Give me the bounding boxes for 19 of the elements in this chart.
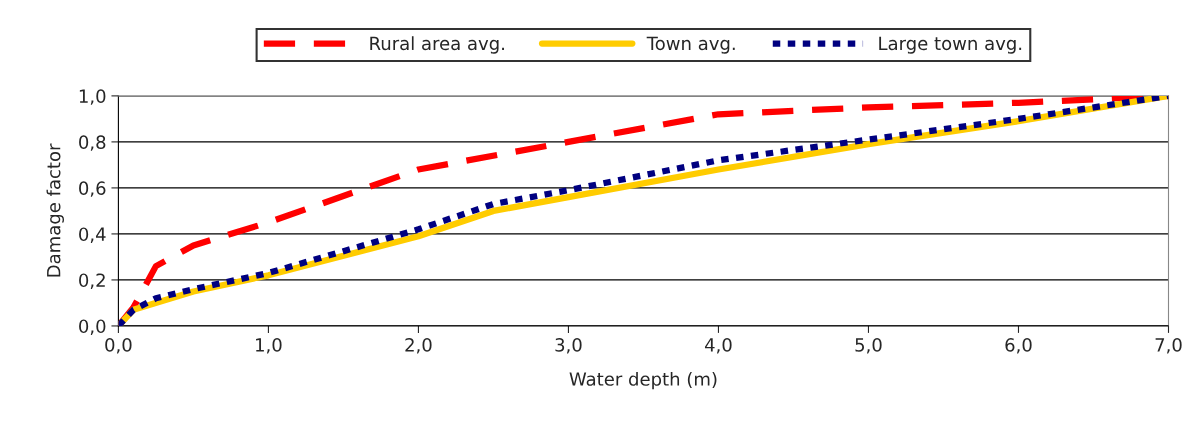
y-tick-label: 0,8 — [79, 135, 106, 151]
legend-label: Large town avg. — [879, 36, 1022, 54]
x-tick-label: 5,0 — [855, 338, 882, 354]
y-tick-label: 1,0 — [79, 89, 106, 105]
x-tick-label: 3,0 — [555, 338, 582, 354]
x-tick-label: 2,0 — [405, 338, 432, 354]
x-tick-label: 0,0 — [105, 338, 132, 354]
legend-label: Town avg. — [646, 36, 735, 54]
y-tick-label: 0,6 — [79, 181, 106, 197]
y-tick-label: 0,0 — [79, 319, 106, 335]
x-tick-label: 4,0 — [704, 338, 732, 354]
x-axis-title: Water depth (m) — [569, 371, 717, 390]
x-tick-label: 6,0 — [1005, 338, 1032, 354]
y-tick-label: 0,4 — [79, 227, 106, 243]
y-axis-title: Damage factor — [46, 143, 64, 277]
y-tick-label: 0,2 — [79, 273, 105, 289]
x-tick-label: 7,0 — [1155, 338, 1182, 354]
x-tick-label: 1,0 — [256, 338, 282, 354]
legend-label: Rural area avg. — [370, 36, 504, 54]
